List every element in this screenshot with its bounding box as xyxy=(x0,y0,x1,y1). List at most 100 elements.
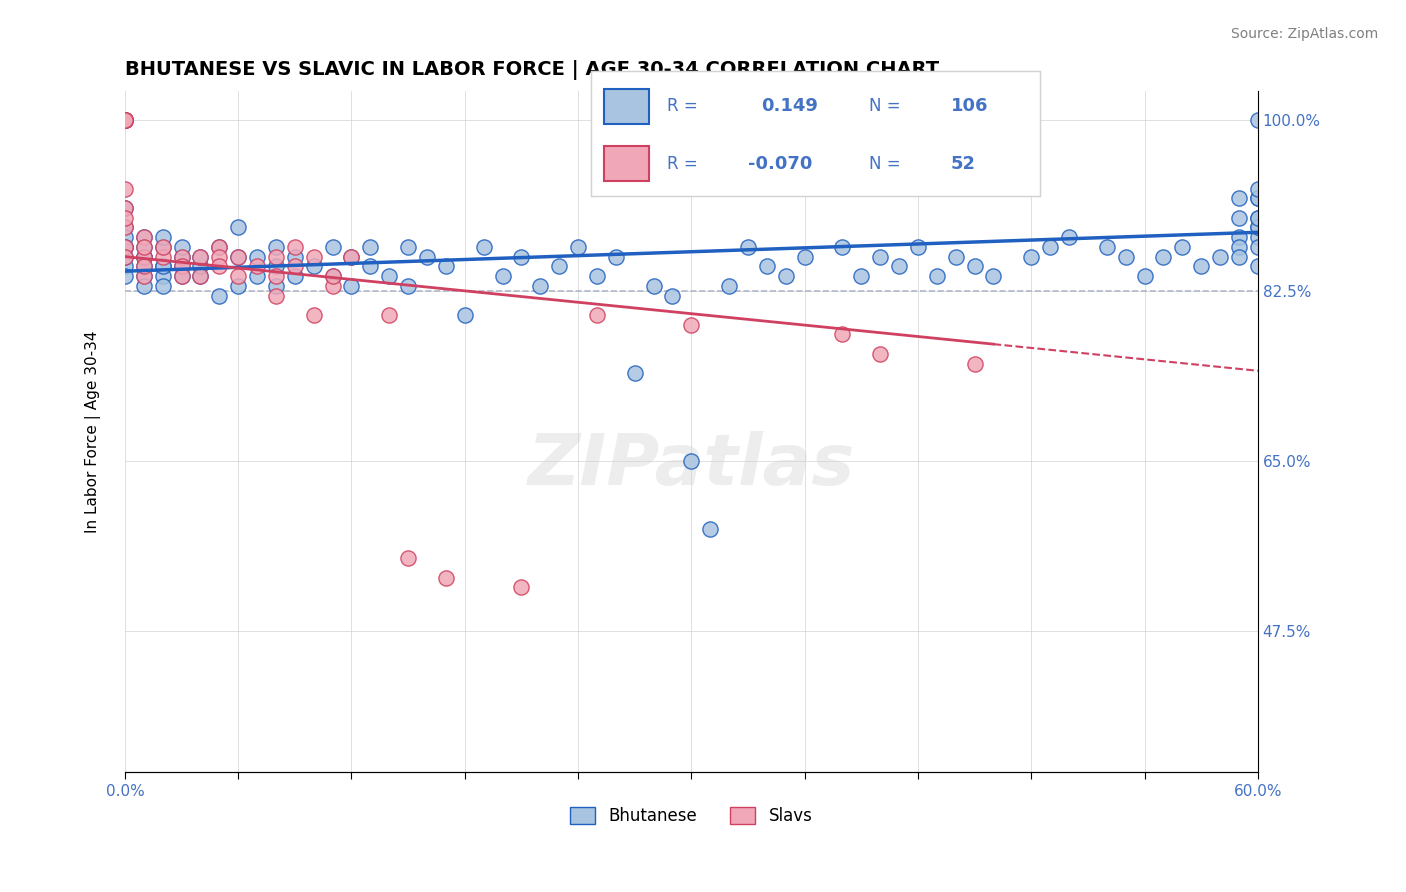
Point xyxy=(264,278,287,293)
Point xyxy=(152,260,174,274)
Point xyxy=(1247,113,1270,128)
Point xyxy=(114,220,136,235)
Point xyxy=(114,250,136,264)
Point xyxy=(208,288,231,302)
Legend: Bhutanese, Slavs: Bhutanese, Slavs xyxy=(564,800,820,832)
Point xyxy=(114,201,136,215)
Point xyxy=(681,454,703,468)
Point xyxy=(963,357,986,371)
Point xyxy=(284,240,307,254)
Point xyxy=(1189,260,1212,274)
Point xyxy=(302,260,325,274)
Point xyxy=(529,278,551,293)
Point xyxy=(114,260,136,274)
Point xyxy=(226,278,249,293)
Point xyxy=(851,268,873,283)
Point xyxy=(132,240,155,254)
Point xyxy=(1247,220,1270,235)
Point xyxy=(1247,260,1270,274)
Point xyxy=(963,260,986,274)
FancyBboxPatch shape xyxy=(605,89,650,124)
Point xyxy=(1247,191,1270,205)
Point xyxy=(340,250,363,264)
Point xyxy=(1247,240,1270,254)
Point xyxy=(114,113,136,128)
Point xyxy=(190,260,212,274)
Point xyxy=(322,240,344,254)
Point xyxy=(1171,240,1194,254)
Point xyxy=(1133,268,1156,283)
Point xyxy=(1227,240,1250,254)
Point xyxy=(264,288,287,302)
Point xyxy=(152,240,174,254)
Point xyxy=(416,250,439,264)
Text: N =: N = xyxy=(869,97,901,115)
Point xyxy=(114,240,136,254)
Point xyxy=(1152,250,1174,264)
Point xyxy=(190,250,212,264)
Point xyxy=(132,260,155,274)
Point xyxy=(567,240,589,254)
Point xyxy=(246,250,269,264)
Point xyxy=(114,113,136,128)
Point xyxy=(718,278,741,293)
Point xyxy=(132,268,155,283)
Text: -0.070: -0.070 xyxy=(748,155,813,173)
Point xyxy=(491,268,513,283)
Point xyxy=(114,230,136,244)
Point xyxy=(643,278,665,293)
Point xyxy=(208,240,231,254)
Point xyxy=(396,240,419,254)
Point xyxy=(378,308,401,322)
Point xyxy=(925,268,948,283)
Point xyxy=(1247,211,1270,225)
Text: R =: R = xyxy=(666,155,697,173)
Point xyxy=(190,250,212,264)
Point xyxy=(114,113,136,128)
Point xyxy=(114,240,136,254)
Point xyxy=(1115,250,1137,264)
Point xyxy=(945,250,967,264)
Point xyxy=(623,367,645,381)
Point xyxy=(226,220,249,235)
Point xyxy=(264,268,287,283)
Point xyxy=(586,268,609,283)
Point xyxy=(226,250,249,264)
Point xyxy=(661,288,683,302)
Point xyxy=(132,250,155,264)
Point xyxy=(246,260,269,274)
Point xyxy=(114,201,136,215)
Point xyxy=(586,308,609,322)
Point xyxy=(152,250,174,264)
Point xyxy=(170,250,193,264)
Point xyxy=(322,268,344,283)
Point xyxy=(869,250,891,264)
Point xyxy=(1247,191,1270,205)
Point xyxy=(510,580,533,594)
Point xyxy=(208,260,231,274)
Point xyxy=(1247,230,1270,244)
Point xyxy=(1209,250,1232,264)
Point xyxy=(170,260,193,274)
Point xyxy=(548,260,571,274)
Point xyxy=(170,260,193,274)
Point xyxy=(1227,211,1250,225)
Point xyxy=(152,240,174,254)
Point xyxy=(114,268,136,283)
Point xyxy=(359,240,381,254)
Point xyxy=(887,260,910,274)
Point xyxy=(302,250,325,264)
Point xyxy=(114,113,136,128)
Text: 52: 52 xyxy=(950,155,976,173)
Point xyxy=(1095,240,1118,254)
Point xyxy=(114,113,136,128)
Point xyxy=(132,278,155,293)
Point xyxy=(699,522,721,536)
Point xyxy=(208,240,231,254)
Text: N =: N = xyxy=(869,155,901,173)
Point xyxy=(114,250,136,264)
Point xyxy=(1247,220,1270,235)
Point xyxy=(340,250,363,264)
Point xyxy=(1057,230,1080,244)
Point xyxy=(284,268,307,283)
